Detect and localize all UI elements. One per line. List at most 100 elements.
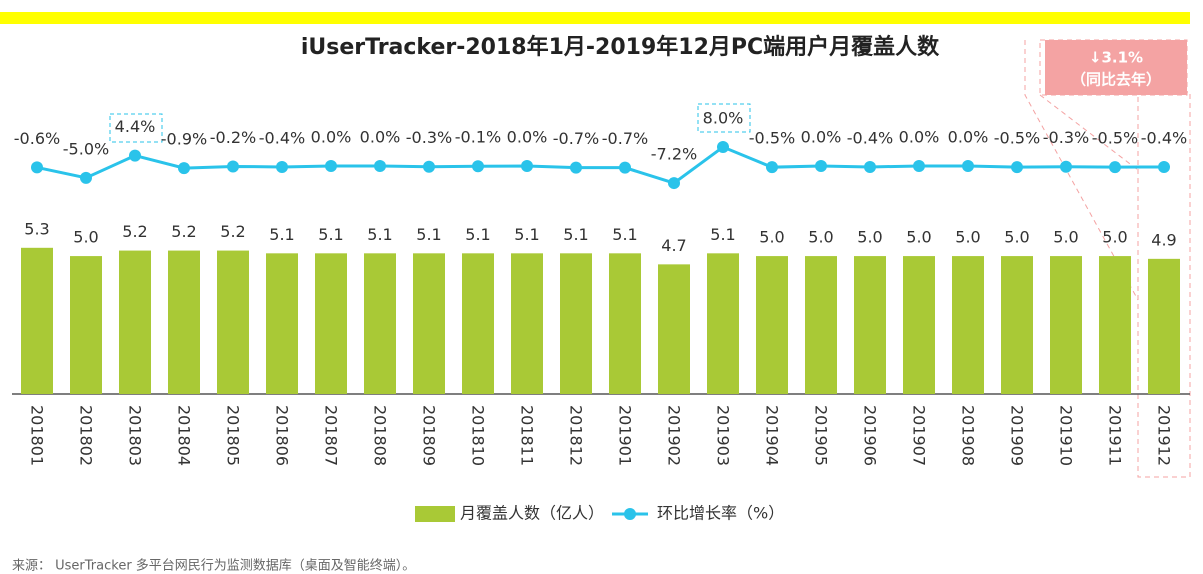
annotation-box: [1045, 40, 1187, 95]
annotation-frame: [1039, 39, 1188, 96]
bar: [952, 256, 984, 394]
data-label: 5.0: [955, 228, 980, 247]
bar: [560, 253, 592, 394]
line-marker: [80, 171, 92, 184]
x-tick-label: 201805: [224, 405, 243, 466]
bar: [1050, 256, 1082, 394]
bar: [462, 253, 494, 394]
bar: [1099, 256, 1131, 394]
data-label: 5.1: [318, 225, 343, 244]
line-marker: [619, 161, 631, 174]
data-label: 0.0%: [948, 128, 989, 147]
highlight-label-frame: [697, 103, 751, 133]
line-marker: [1109, 161, 1121, 174]
x-tick-label: 201911: [1106, 405, 1125, 466]
x-tick-label: 201912: [1155, 405, 1174, 466]
data-label: 0.0%: [311, 128, 352, 147]
data-label: 4.4%: [115, 117, 156, 136]
source-note: 来源： UserTracker 多平台网民行为监测数据库（桌面及智能终端）。: [12, 558, 415, 574]
x-tick-label: 201810: [469, 405, 488, 466]
bar: [217, 250, 249, 394]
data-label: -0.9%: [161, 130, 207, 149]
data-label: 5.2: [171, 222, 196, 241]
bar: [609, 253, 641, 394]
x-tick-label: 201901: [616, 405, 635, 466]
line-marker: [227, 160, 239, 173]
line-marker: [423, 160, 435, 173]
highlight-frame: [1137, 91, 1191, 478]
data-label: 5.1: [416, 225, 441, 244]
line-marker: [1158, 160, 1170, 173]
line-marker: [766, 161, 778, 174]
legend-label: 月覆盖人数（亿人）: [460, 504, 604, 523]
data-label: -0.3%: [406, 128, 452, 147]
data-label: 5.0: [906, 228, 931, 247]
data-label: -0.1%: [455, 128, 501, 147]
x-tick-label: 201906: [861, 405, 880, 466]
data-label: 5.1: [367, 225, 392, 244]
legend-swatch: [415, 506, 455, 522]
x-tick-label: 201904: [763, 405, 782, 466]
x-tick-label: 201804: [175, 405, 194, 466]
line-marker: [962, 160, 974, 172]
line-marker: [31, 161, 43, 174]
bar: [119, 250, 151, 394]
data-label: 4.9: [1151, 230, 1176, 249]
data-label: 5.1: [612, 225, 637, 244]
data-label: 5.0: [759, 228, 784, 247]
x-tick-label: 201811: [518, 405, 537, 466]
line-marker: [570, 161, 582, 174]
data-label: 5.0: [1102, 228, 1127, 247]
x-tick-label: 201809: [420, 405, 439, 466]
annotation-text: ↓3.1%: [1089, 49, 1143, 67]
data-label: 5.1: [710, 225, 735, 244]
line-marker: [325, 160, 337, 172]
bar: [70, 256, 102, 394]
data-label: -0.7%: [553, 129, 599, 148]
x-tick-label: 201910: [1057, 405, 1076, 466]
data-label: 0.0%: [801, 128, 842, 147]
highlight-label-frame: [109, 113, 163, 143]
data-label: 5.2: [122, 222, 147, 241]
data-label: 0.0%: [899, 128, 940, 147]
bar: [658, 264, 690, 394]
data-label: -0.7%: [602, 129, 648, 148]
data-label: 5.3: [24, 219, 49, 238]
bar: [413, 253, 445, 394]
data-label: 8.0%: [703, 109, 744, 128]
x-tick-label: 201801: [28, 405, 47, 466]
x-tick-label: 201808: [371, 405, 390, 466]
x-tick-label: 201902: [665, 405, 684, 466]
x-tick-label: 201909: [1008, 405, 1027, 466]
bar: [168, 250, 200, 394]
data-label: -7.2%: [651, 145, 697, 164]
line-marker: [864, 160, 876, 173]
line-marker: [178, 162, 190, 175]
data-label: 5.1: [465, 225, 490, 244]
x-tick-label: 201802: [77, 405, 96, 466]
line-marker: [668, 177, 680, 190]
data-label: -0.5%: [1092, 129, 1138, 148]
x-tick-label: 201905: [812, 405, 831, 466]
line-marker: [913, 160, 925, 172]
data-label: 5.1: [563, 225, 588, 244]
bar: [707, 253, 739, 394]
data-label: -0.4%: [259, 128, 305, 147]
x-tick-label: 201807: [322, 405, 341, 466]
x-tick-label: 201907: [910, 405, 929, 466]
annotation-text: （同比去年）: [1071, 71, 1161, 89]
bar: [315, 253, 347, 394]
line-marker: [1060, 160, 1072, 173]
legend-label: 环比增长率（%）: [657, 504, 784, 523]
line-marker: [472, 160, 484, 173]
data-label: 0.0%: [507, 128, 548, 147]
bar: [756, 256, 788, 394]
top-band: [0, 12, 1190, 24]
data-label: 5.0: [808, 228, 833, 247]
legend-marker: [624, 508, 637, 520]
data-label: 5.0: [1053, 228, 1078, 247]
data-label: -0.6%: [14, 129, 60, 148]
line-marker: [815, 160, 827, 172]
